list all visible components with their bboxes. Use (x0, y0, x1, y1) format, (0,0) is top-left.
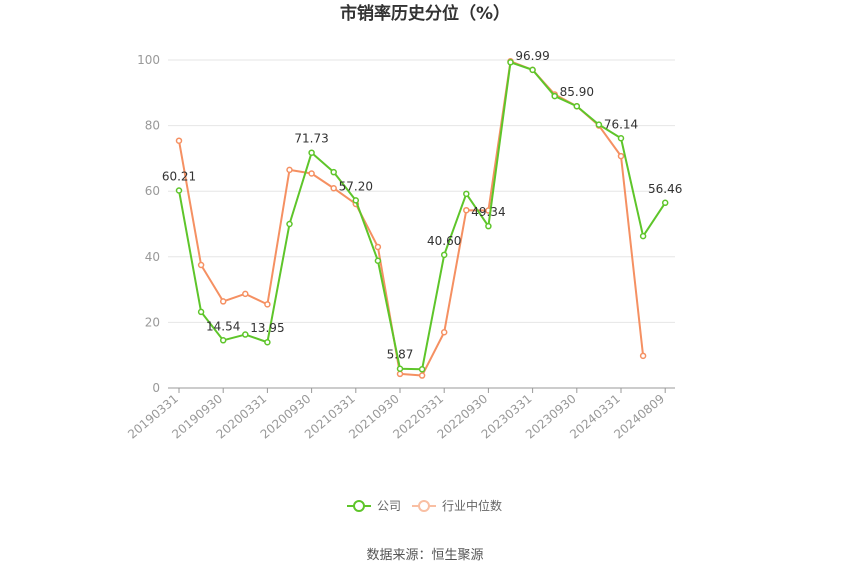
data-label: 96.99 (515, 49, 549, 63)
industry-point (440, 328, 448, 336)
company-point (617, 135, 625, 142)
company-point (639, 232, 647, 240)
chart-title: 市销率历史分位（%） (340, 3, 510, 24)
series-company (175, 59, 669, 373)
y-tick-label: 80 (145, 119, 160, 133)
data-labels: 60.21 14.54 13.95 71.73 57.20 5.87 40.60 49.34 9… (162, 49, 683, 362)
industry-point (219, 298, 227, 305)
y-tick-label: 100 (137, 53, 160, 67)
data-label: 49.34 (471, 205, 505, 219)
company-point (573, 102, 581, 110)
series-layer (175, 58, 669, 379)
company-point (330, 168, 337, 176)
data-label: 71.73 (294, 132, 328, 146)
industry-point (396, 370, 404, 378)
y-tick-label: 60 (145, 184, 160, 198)
data-label: 57.20 (339, 179, 373, 193)
data-label: 5.87 (387, 348, 414, 362)
industry-point (308, 170, 315, 177)
company-point (219, 337, 227, 344)
industry-point (286, 166, 293, 174)
grid-lines (168, 59, 675, 323)
data-label: 14.54 (206, 319, 240, 333)
y-tick-label: 0 (152, 381, 160, 395)
y-axis: 0 20 40 60 80 100 (137, 53, 160, 395)
company-point (197, 308, 205, 316)
company-point (264, 338, 271, 346)
legend-item-industry[interactable]: 行业中位数 (412, 498, 502, 513)
data-label: 60.21 (162, 170, 196, 184)
data-label: 56.46 (648, 182, 682, 196)
data-label: 40.60 (427, 234, 461, 248)
company-point (374, 257, 382, 264)
industry-point (264, 301, 271, 308)
company-point (418, 366, 426, 373)
industry-point (242, 290, 249, 298)
company-point (595, 121, 603, 128)
company-point (440, 251, 448, 259)
company-point (485, 222, 492, 230)
company-point (175, 187, 183, 194)
company-point (286, 220, 293, 228)
y-tick-label: 20 (145, 315, 160, 329)
x-axis: 2019033120190930202003312020093020210331… (125, 387, 675, 442)
industry-point (639, 352, 647, 360)
legend-label-industry: 行业中位数 (442, 498, 502, 513)
industry-line (178, 60, 645, 377)
legend-label-company: 公司 (377, 499, 401, 513)
data-label: 13.95 (250, 321, 284, 335)
industry-point (374, 243, 382, 251)
data-label: 85.90 (560, 85, 594, 99)
company-point (396, 365, 404, 372)
industry-point (197, 261, 205, 269)
y-tick-label: 40 (145, 250, 160, 264)
industry-point (463, 206, 470, 214)
data-label: 76.14 (604, 117, 638, 131)
data-source: 数据来源：恒生聚源 (366, 548, 483, 563)
company-point (242, 331, 249, 338)
company-point (551, 92, 558, 100)
industry-point (175, 137, 183, 144)
industry-point (418, 372, 426, 379)
company-point (661, 199, 669, 207)
legend-item-company[interactable]: 公司 (347, 499, 401, 513)
industry-point (330, 184, 337, 192)
industry-point (617, 152, 625, 160)
legend[interactable]: 公司 行业中位数 (347, 498, 502, 513)
company-point (352, 197, 360, 204)
company-point (308, 149, 315, 156)
company-point (463, 190, 470, 198)
company-point (507, 59, 514, 66)
company-point (529, 66, 536, 74)
